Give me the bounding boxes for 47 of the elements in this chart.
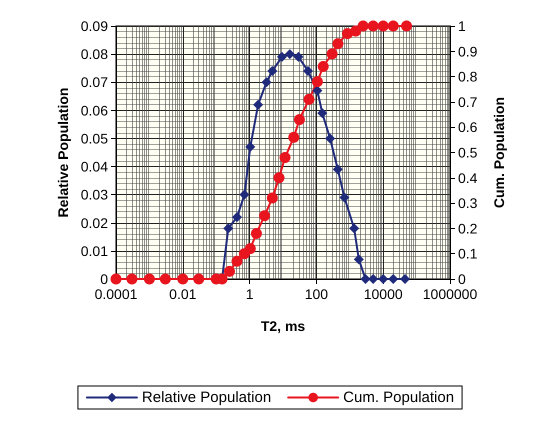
point bbox=[388, 274, 398, 284]
point bbox=[317, 108, 328, 118]
x-tick-label: 0.0001 bbox=[94, 286, 138, 302]
point bbox=[349, 223, 360, 234]
y2-tick-label: 0.1 bbox=[458, 246, 478, 262]
x-tick-label: 1000000 bbox=[422, 286, 478, 302]
y-tick-label: 0.09 bbox=[80, 18, 108, 34]
y2-tick-label: 0.8 bbox=[458, 68, 478, 85]
y2-axis-title: Cum. Population bbox=[491, 96, 507, 208]
point bbox=[293, 52, 304, 62]
point bbox=[325, 133, 336, 144]
x-tick-label: 0.01 bbox=[169, 286, 197, 302]
point bbox=[378, 274, 388, 284]
y2-tick-label: 0.7 bbox=[458, 94, 478, 110]
legend-label: Cum. Population bbox=[343, 389, 454, 406]
y-tick-label: 0.01 bbox=[80, 242, 108, 259]
point bbox=[245, 142, 256, 152]
legend-label: Relative Population bbox=[142, 389, 272, 406]
y-tick-label: 0.03 bbox=[80, 186, 108, 203]
y-tick-label: 0.05 bbox=[80, 130, 108, 146]
y-tick-label: 0 bbox=[100, 271, 108, 287]
x-tick-label: 10000 bbox=[364, 286, 403, 302]
point bbox=[276, 52, 287, 62]
y2-tick-label: 0.4 bbox=[458, 170, 478, 186]
y2-tick-label: 0.5 bbox=[458, 144, 478, 160]
y-tick-label: 0.06 bbox=[80, 102, 108, 118]
point bbox=[253, 100, 264, 110]
point bbox=[339, 192, 350, 202]
y2-tick-label: 0.9 bbox=[458, 43, 478, 60]
point bbox=[239, 190, 250, 200]
point bbox=[284, 49, 295, 60]
y-tick-label: 0.07 bbox=[80, 74, 108, 90]
x-axis-title: T2, ms bbox=[260, 318, 306, 334]
y-axis-title: Relative Population bbox=[54, 88, 71, 218]
x-tick-label: 100 bbox=[304, 286, 328, 302]
y-tick-label: 0.08 bbox=[80, 46, 108, 62]
point bbox=[261, 77, 272, 88]
point bbox=[332, 164, 343, 174]
x-tick-label: 1 bbox=[246, 286, 254, 302]
y2-tick-label: 0.6 bbox=[458, 119, 478, 136]
point bbox=[223, 223, 234, 234]
y2-tick-label: 1 bbox=[458, 18, 466, 34]
y2-tick-label: 0.3 bbox=[458, 195, 478, 212]
y2-tick-label: 0.2 bbox=[458, 220, 478, 236]
y-tick-label: 0.04 bbox=[80, 158, 108, 175]
y2-tick-label: 0 bbox=[458, 271, 466, 287]
y-tick-label: 0.02 bbox=[80, 214, 108, 231]
